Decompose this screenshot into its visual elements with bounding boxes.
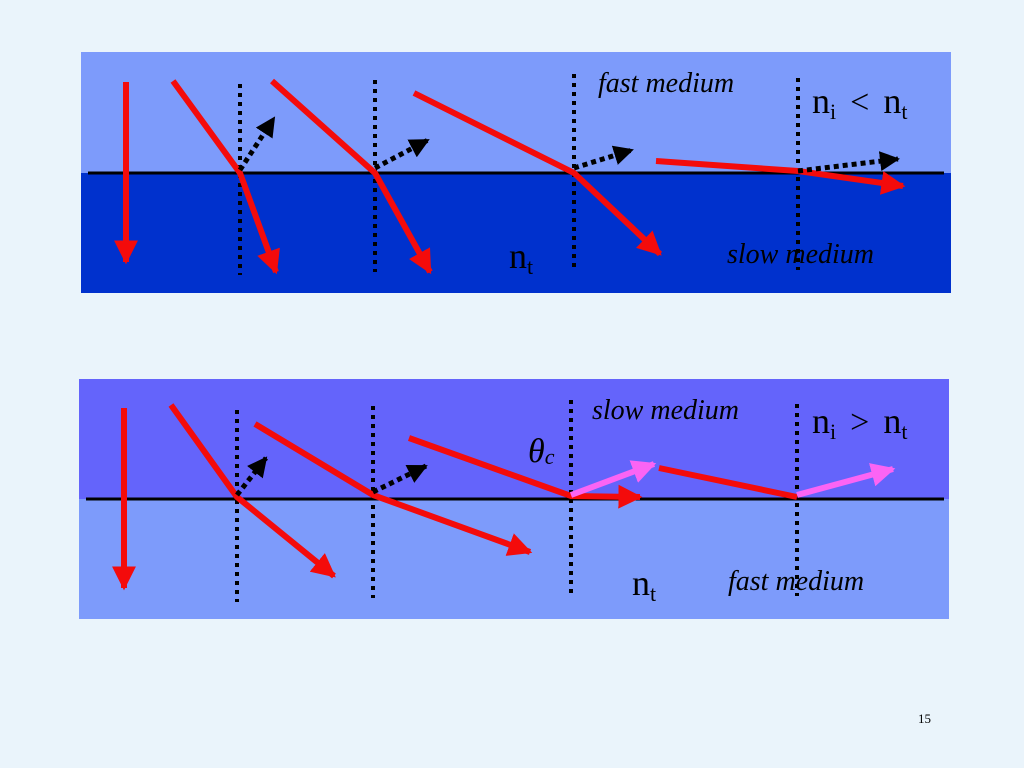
refracted-ray — [168, 403, 336, 579]
reflected-ray — [373, 137, 430, 171]
n-symbol: n — [812, 401, 830, 441]
fast-medium-label: fast medium — [598, 68, 735, 99]
reflected-ray — [569, 460, 657, 498]
index-relation: ni > nt — [812, 403, 907, 443]
fast-medium-region — [79, 499, 949, 619]
index-relation: ni < nt — [812, 83, 907, 123]
incident-ray — [658, 465, 798, 500]
subscript: i — [830, 99, 837, 124]
transmitted-index-label: nt — [509, 236, 534, 279]
n-symbol: n — [812, 81, 830, 121]
refracted-ray — [270, 78, 433, 275]
reflected-ray — [796, 463, 896, 498]
reflected-ray — [797, 151, 900, 174]
subscript: t — [901, 419, 908, 444]
total-internal-reflection — [569, 460, 896, 498]
n-symbol: n — [883, 401, 902, 441]
refracted-ray — [253, 421, 533, 556]
slide-number: 15 — [918, 711, 931, 726]
refracted-ray — [412, 90, 663, 257]
slow-medium-region — [81, 173, 951, 293]
subscript: i — [830, 419, 837, 444]
slow-medium-label: slow medium — [592, 395, 739, 426]
slow-medium-label: slow medium — [727, 239, 874, 270]
critical-angle-label: θc — [528, 433, 555, 470]
grazing-ray — [407, 435, 643, 509]
reflected-ray — [237, 116, 277, 172]
reflected-ray — [573, 145, 634, 171]
reflected-rays — [235, 456, 428, 497]
less-than-symbol: < — [850, 84, 870, 121]
n-symbol: n — [883, 81, 902, 121]
transmitted-index-label: nt — [632, 563, 657, 606]
reflected-rays — [237, 116, 900, 174]
refracted-ray — [170, 79, 280, 275]
reflected-ray — [235, 456, 268, 497]
reflected-ray — [371, 463, 428, 495]
ray-set — [112, 403, 798, 591]
greater-than-symbol: > — [850, 404, 870, 441]
subscript: t — [901, 99, 908, 124]
fast-medium-label: fast medium — [728, 566, 865, 597]
